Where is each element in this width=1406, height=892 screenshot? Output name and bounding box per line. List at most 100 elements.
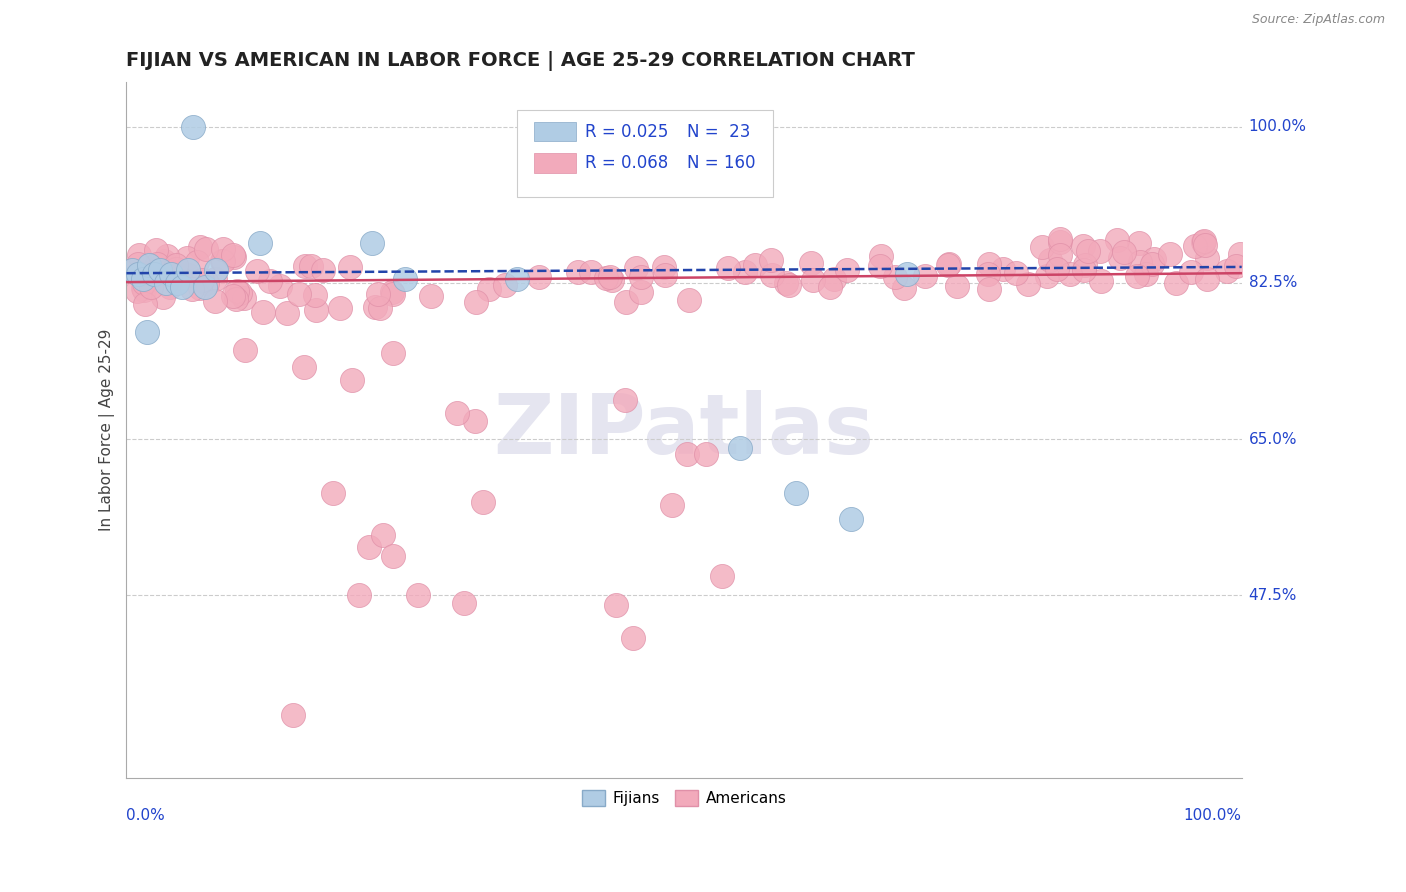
Point	[406, 588, 429, 602]
Point	[1194, 238, 1216, 252]
Point	[976, 267, 998, 281]
Point	[1225, 259, 1247, 273]
Point	[186, 255, 208, 269]
Point	[292, 360, 315, 375]
Point	[249, 235, 271, 250]
Point	[1197, 272, 1219, 286]
Point	[195, 242, 218, 256]
Point	[172, 280, 194, 294]
Text: N =  23: N = 23	[688, 123, 751, 141]
Point	[381, 285, 404, 299]
Point	[800, 256, 823, 270]
Point	[169, 270, 191, 285]
Point	[367, 287, 389, 301]
Point	[281, 707, 304, 722]
Point	[624, 260, 647, 275]
Text: 100.0%: 100.0%	[1184, 808, 1241, 823]
Point	[364, 300, 387, 314]
Point	[166, 268, 188, 283]
Point	[181, 282, 204, 296]
Point	[134, 284, 156, 298]
Point	[394, 271, 416, 285]
Point	[312, 263, 335, 277]
Point	[233, 291, 256, 305]
Point	[121, 262, 143, 277]
Point	[1074, 258, 1097, 272]
Point	[149, 262, 172, 277]
Text: 0.0%: 0.0%	[127, 808, 166, 823]
Point	[222, 247, 245, 261]
Point	[160, 267, 183, 281]
Point	[339, 260, 361, 275]
Point	[368, 301, 391, 315]
Point	[1229, 247, 1251, 261]
Point	[1088, 244, 1111, 258]
Point	[212, 243, 235, 257]
Point	[420, 289, 443, 303]
Point	[945, 279, 967, 293]
FancyBboxPatch shape	[533, 153, 576, 173]
Point	[1005, 266, 1028, 280]
Point	[1077, 244, 1099, 258]
Point	[340, 373, 363, 387]
Point	[616, 294, 638, 309]
Point	[446, 406, 468, 420]
Point	[630, 285, 652, 300]
Point	[225, 292, 247, 306]
Point	[1143, 252, 1166, 266]
Point	[453, 596, 475, 610]
Point	[621, 632, 644, 646]
Point	[132, 271, 155, 285]
Point	[135, 325, 157, 339]
Point	[728, 441, 751, 455]
Point	[884, 270, 907, 285]
FancyBboxPatch shape	[533, 122, 576, 142]
Point	[1125, 268, 1147, 283]
Point	[132, 281, 155, 295]
Point	[1109, 252, 1132, 266]
Point	[287, 286, 309, 301]
Point	[156, 249, 179, 263]
Point	[212, 253, 235, 268]
Point	[299, 259, 322, 273]
Point	[233, 343, 256, 358]
Point	[870, 249, 893, 263]
Point	[527, 269, 550, 284]
Point	[614, 392, 637, 407]
Point	[382, 286, 405, 301]
Point	[211, 254, 233, 268]
Point	[1049, 232, 1071, 246]
Point	[1128, 235, 1150, 250]
Point	[163, 265, 186, 279]
Point	[936, 258, 959, 272]
Point	[717, 260, 740, 275]
Point	[204, 293, 226, 308]
Point	[132, 276, 155, 290]
Point	[478, 282, 501, 296]
Point	[744, 258, 766, 272]
Point	[128, 248, 150, 262]
Point	[494, 278, 516, 293]
Point	[823, 272, 845, 286]
Point	[165, 258, 187, 272]
Point	[304, 288, 326, 302]
Point	[801, 273, 824, 287]
Point	[246, 264, 269, 278]
Legend: Fijians, Americans: Fijians, Americans	[575, 784, 793, 812]
Point	[993, 261, 1015, 276]
Point	[166, 276, 188, 290]
Point	[605, 599, 627, 613]
Point	[145, 256, 167, 270]
Point	[193, 280, 215, 294]
Point	[1195, 252, 1218, 266]
Point	[183, 120, 205, 134]
Point	[1049, 247, 1071, 261]
Point	[371, 527, 394, 541]
Point	[252, 305, 274, 319]
Point	[661, 499, 683, 513]
Text: Source: ZipAtlas.com: Source: ZipAtlas.com	[1251, 13, 1385, 27]
Point	[204, 262, 226, 277]
FancyBboxPatch shape	[517, 111, 773, 197]
Point	[778, 277, 800, 292]
Point	[357, 540, 380, 554]
